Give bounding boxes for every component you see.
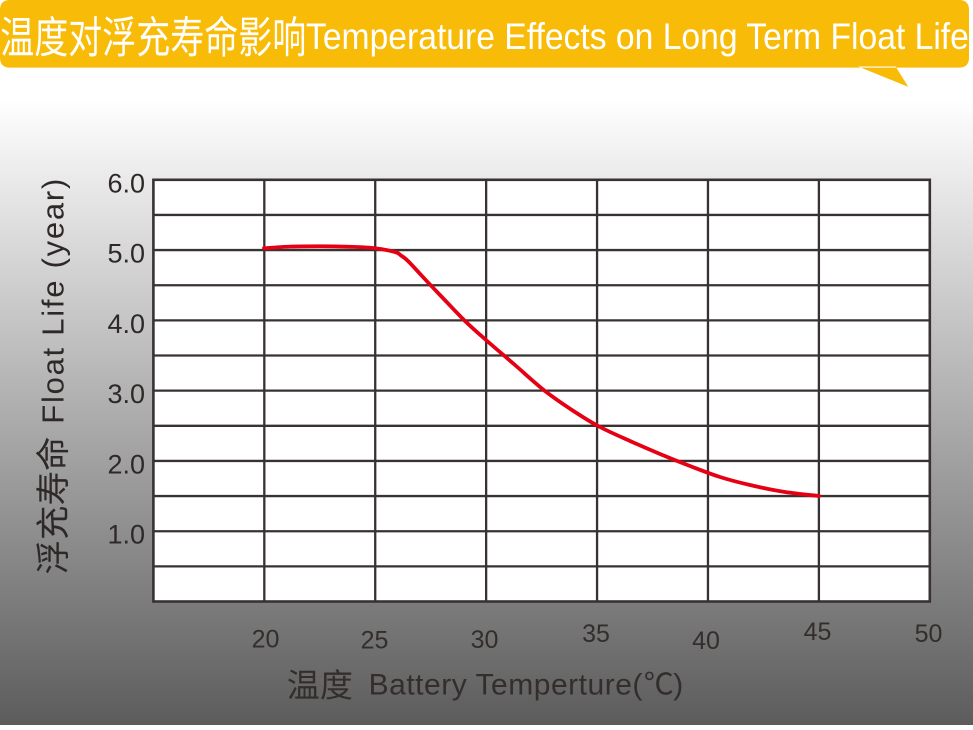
svg-text:50: 50	[915, 620, 943, 648]
svg-text:5.0: 5.0	[107, 239, 145, 269]
svg-text:45: 45	[804, 618, 832, 646]
svg-text:35: 35	[582, 620, 610, 648]
svg-text:4.0: 4.0	[107, 309, 145, 339]
svg-text:6.0: 6.0	[107, 168, 145, 198]
svg-text:30: 30	[471, 626, 499, 654]
svg-text:3.0: 3.0	[107, 379, 145, 409]
svg-text:25: 25	[361, 627, 389, 655]
svg-text:1.0: 1.0	[107, 520, 145, 550]
svg-text:Float Life (year): Float Life (year)	[36, 179, 71, 424]
svg-text:40: 40	[692, 627, 720, 655]
svg-text:Battery Temperture(: Battery Temperture(	[369, 669, 643, 702]
svg-text:): )	[673, 669, 683, 702]
svg-text:20: 20	[252, 625, 280, 653]
svg-text:2.0: 2.0	[107, 449, 145, 479]
svg-text:Temperature Effects on Long Te: Temperature Effects on Long Term Float L…	[306, 17, 969, 58]
